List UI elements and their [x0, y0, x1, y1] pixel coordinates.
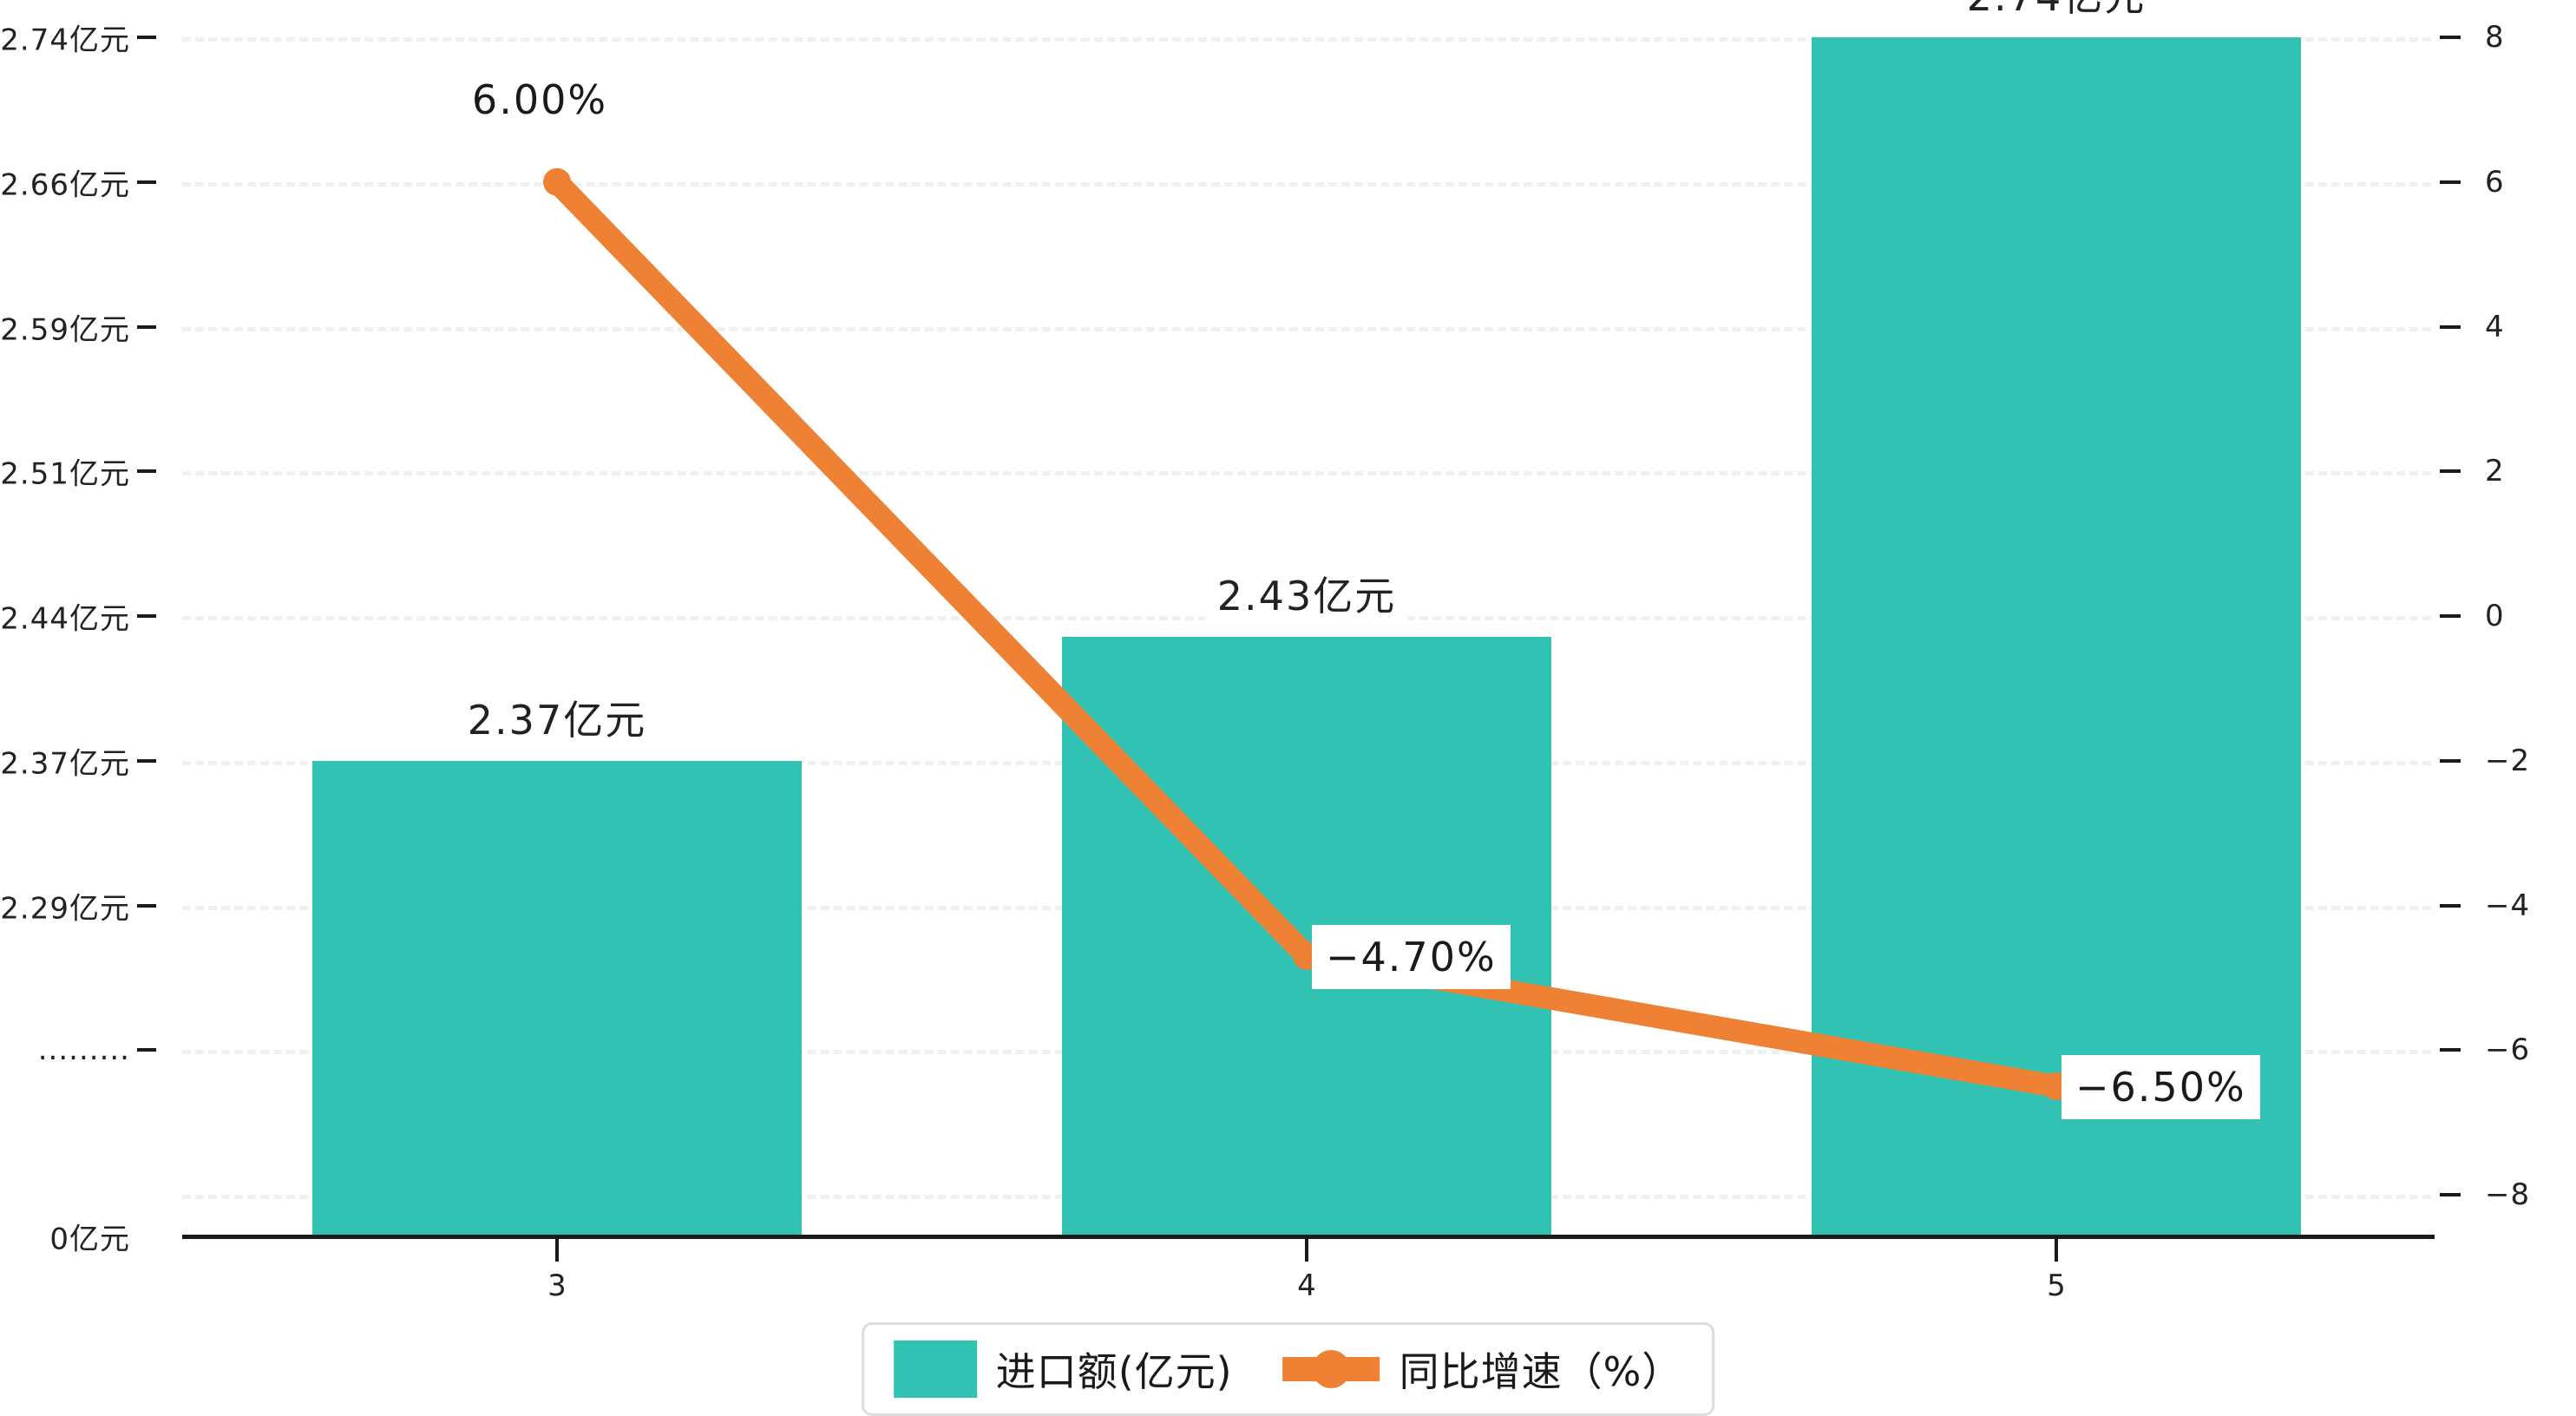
left-axis-tick-mark — [137, 324, 156, 329]
left-axis-tick-mark — [137, 36, 156, 39]
right-y-axis: 8 6 4 2 0 −2 −4 −6 −8 — [2435, 0, 2576, 1416]
right-axis-tick-mark — [2440, 1193, 2461, 1196]
line-point-label: 6.00% — [471, 75, 608, 123]
x-axis-tick-label: 5 — [2047, 1268, 2066, 1303]
gridline — [182, 181, 2431, 187]
right-axis-tick-label: −6 — [2485, 1032, 2531, 1068]
left-axis-tick-mark — [137, 1048, 156, 1052]
right-axis-tick-label: −8 — [2485, 1177, 2531, 1212]
left-axis-tick-label: 0亿元 — [49, 1222, 130, 1257]
bar[interactable] — [312, 760, 802, 1236]
legend-line-swatch-icon — [1282, 1341, 1380, 1398]
gridline — [182, 37, 2431, 42]
line-point-label: −4.70% — [1312, 924, 1511, 989]
right-axis-tick-mark — [2440, 324, 2461, 329]
right-axis-tick-label: −4 — [2485, 888, 2531, 923]
right-axis-tick-mark — [2440, 180, 2461, 184]
left-axis-tick-mark — [137, 469, 156, 474]
left-axis-tick-label: 2.29亿元 — [0, 891, 130, 926]
left-axis-tick-mark — [137, 180, 156, 184]
left-axis-tick-label: ......... — [37, 1032, 130, 1068]
right-axis-tick-mark — [2440, 469, 2461, 474]
left-axis-tick-mark — [137, 758, 156, 763]
right-axis-tick-label: 0 — [2485, 599, 2505, 633]
left-axis-tick-mark — [137, 903, 156, 908]
legend-bar-swatch-icon — [893, 1341, 977, 1398]
left-axis-tick-label: 2.37亿元 — [0, 746, 130, 782]
growth-line-path — [543, 167, 2070, 1100]
right-axis-tick-mark — [2440, 1048, 2461, 1052]
right-axis-tick-mark — [2440, 614, 2461, 618]
right-axis-tick-mark — [2440, 758, 2461, 763]
x-axis-baseline — [182, 1235, 2435, 1239]
x-axis-tick-label: 3 — [547, 1268, 567, 1303]
x-axis-tick-mark — [2055, 1239, 2058, 1262]
data-labels-layer: 2.37亿元 2.43亿元 2.74亿元 6.00% −4.70% −6.50% — [182, 0, 2431, 1236]
left-axis-tick-label: 2.74亿元 — [0, 23, 130, 58]
left-axis-tick-label: 2.51亿元 — [0, 456, 130, 492]
legend-item-import-amount[interactable]: 进口额(亿元) — [893, 1341, 1233, 1398]
right-axis-tick-label: 8 — [2485, 20, 2505, 55]
chart-legend: 进口额(亿元) 同比增速（%） — [861, 1322, 1715, 1416]
x-axis-tick-mark — [1305, 1239, 1308, 1262]
right-axis-tick-label: 2 — [2485, 454, 2505, 489]
legend-label-import-amount: 进口额(亿元) — [995, 1348, 1233, 1395]
line-point-label: −6.50% — [2061, 1054, 2260, 1119]
bar-value-label: 2.74亿元 — [1954, 0, 2159, 30]
bar-value-label: 2.43亿元 — [1204, 567, 1409, 630]
bar[interactable] — [1812, 37, 2301, 1236]
left-axis-tick-label: 2.59亿元 — [0, 312, 130, 347]
left-axis-tick-mark — [137, 614, 156, 618]
right-axis-tick-label: 6 — [2485, 164, 2505, 200]
right-axis-tick-label: 4 — [2485, 309, 2505, 344]
bar-value-label: 2.37亿元 — [455, 691, 659, 754]
left-axis-tick-label: 2.44亿元 — [0, 601, 130, 637]
right-axis-tick-label: −2 — [2485, 743, 2531, 778]
gridline — [182, 471, 2431, 476]
x-axis-tick-mark — [555, 1239, 559, 1262]
left-axis-tick-label: 2.66亿元 — [0, 167, 130, 203]
right-axis-tick-mark — [2440, 36, 2461, 39]
right-axis-tick-mark — [2440, 903, 2461, 908]
gridline — [182, 326, 2431, 331]
legend-label-yoy-growth: 同比增速（%） — [1399, 1348, 1683, 1395]
line-series-layer — [182, 0, 2431, 1236]
left-y-axis: 2.74亿元 2.66亿元 2.59亿元 2.51亿元 2.44亿元 2.37亿元 2.29… — [0, 0, 156, 1416]
legend-item-yoy-growth[interactable]: 同比增速（%） — [1282, 1341, 1683, 1398]
x-axis-tick-label: 4 — [1297, 1268, 1316, 1303]
